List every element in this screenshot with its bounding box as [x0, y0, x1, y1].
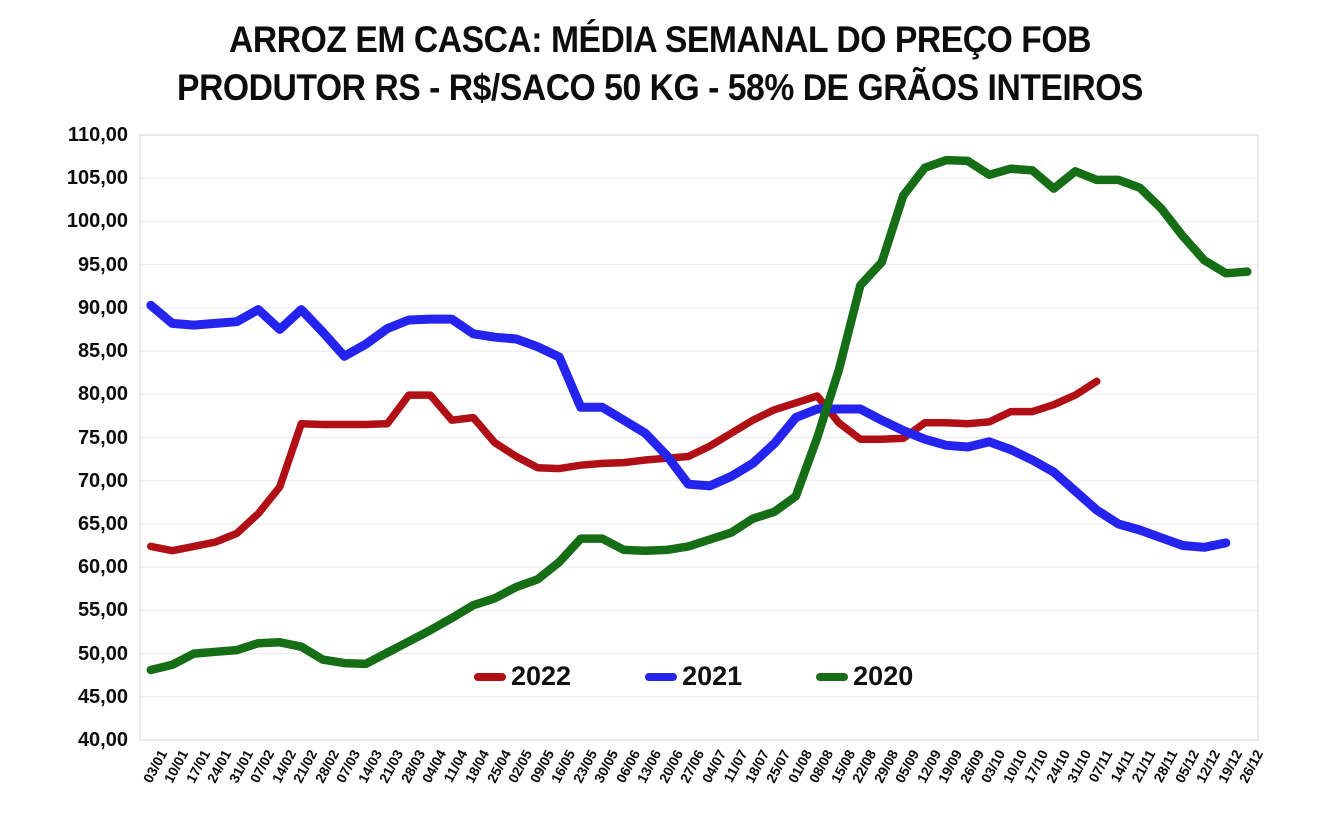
legend-marker-icon	[816, 672, 849, 681]
y-axis-label: 105,00	[66, 167, 128, 190]
legend-item-2022: 2022	[474, 661, 571, 692]
legend-item-2020: 2020	[816, 661, 913, 692]
y-axis-label: 100,00	[66, 210, 128, 233]
y-axis-label: 60,00	[77, 556, 128, 579]
y-axis-label: 80,00	[77, 383, 128, 406]
y-axis-label: 40,00	[77, 729, 128, 751]
y-axis-label: 50,00	[77, 642, 128, 665]
legend-marker-icon	[474, 672, 506, 681]
series-line-2020	[146, 155, 1252, 675]
y-axis-label: 70,00	[77, 469, 128, 492]
legend-label: 2022	[511, 661, 572, 691]
legend-label: 2020	[853, 661, 914, 691]
y-axis-label: 65,00	[77, 512, 128, 535]
y-axis-label: 85,00	[77, 340, 128, 363]
legend: 2022 2021 2020	[474, 661, 913, 692]
legend-label: 2021	[682, 661, 743, 691]
series-line-2022	[147, 377, 1101, 555]
y-axis-label: 110,00	[67, 124, 128, 146]
y-axis-label: 55,00	[77, 599, 128, 622]
y-axis-label: 75,00	[77, 426, 128, 449]
y-axis-label: 90,00	[77, 296, 128, 319]
y-axis-label: 45,00	[77, 685, 128, 708]
chart-title: ARROZ EM CASCA: MÉDIA SEMANAL DO PREÇO F…	[59, 16, 1260, 112]
plot-border	[139, 134, 1259, 741]
series-line-2021	[146, 300, 1231, 552]
legend-marker-icon	[645, 672, 678, 681]
chart-title-line2: PRODUTOR RS - R$/SACO 50 KG - 58% DE GRÃ…	[177, 67, 1143, 108]
chart-title-line1: ARROZ EM CASCA: MÉDIA SEMANAL DO PREÇO F…	[229, 19, 1091, 60]
y-axis-label: 95,00	[77, 253, 128, 276]
legend-item-2021: 2021	[645, 661, 742, 692]
